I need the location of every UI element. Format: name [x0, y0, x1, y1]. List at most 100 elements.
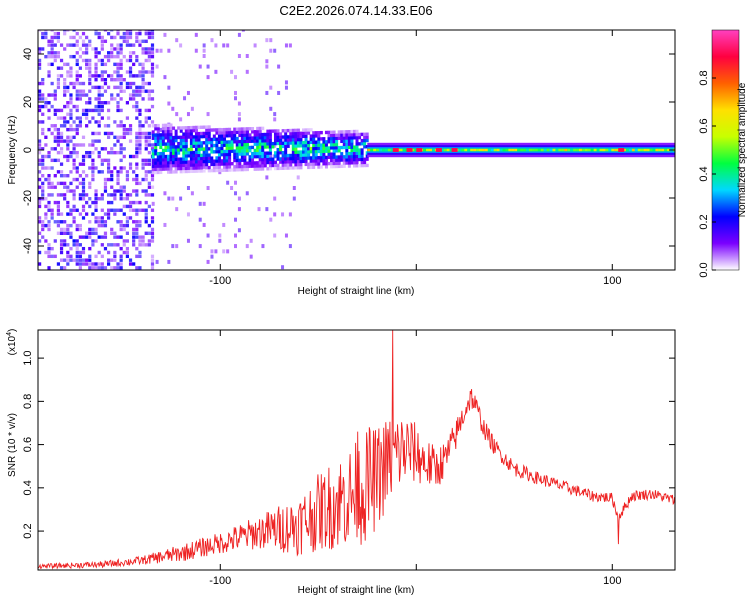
heat-cell — [161, 158, 165, 162]
heat-cell — [214, 249, 218, 254]
heat-cell — [277, 64, 281, 69]
heat-cell — [342, 145, 346, 150]
heat-cell — [314, 146, 318, 151]
heat-cell — [294, 128, 298, 133]
heat-cell — [128, 258, 133, 262]
heat-cell — [85, 262, 89, 266]
heat-cell — [235, 152, 239, 156]
heat-cell — [50, 147, 54, 151]
heat-cell — [352, 136, 356, 140]
heat-cell — [631, 148, 635, 152]
heat-cell — [256, 151, 260, 156]
heat-cell — [44, 204, 48, 209]
heat-cell — [151, 158, 155, 162]
heat-cell — [286, 166, 290, 170]
colorbar-ticks: 0.00.20.40.60.8 — [698, 70, 716, 278]
heat-cell — [150, 62, 155, 67]
heat-cell — [184, 154, 188, 158]
heat-cell — [350, 139, 354, 143]
heat-cell — [276, 163, 280, 167]
heat-cell — [352, 129, 356, 134]
snr-x-axis: -100 100 — [209, 330, 621, 587]
heat-cell — [200, 131, 204, 136]
heat-cell — [299, 156, 303, 160]
heat-cell — [154, 133, 158, 137]
heat-cell — [125, 127, 130, 132]
heat-cell — [324, 130, 328, 135]
heat-cell — [245, 145, 249, 150]
heat-cell — [233, 136, 237, 141]
heat-cell — [63, 197, 67, 201]
heat-cell — [263, 142, 267, 146]
heat-cell — [116, 124, 120, 128]
heat-cell — [189, 150, 193, 155]
heat-cell — [335, 158, 339, 162]
heat-cell — [41, 193, 45, 197]
heat-cell — [106, 31, 111, 36]
heat-cell — [63, 81, 67, 86]
heat-cell — [279, 144, 283, 149]
heat-cell — [317, 131, 321, 135]
heat-cell — [88, 97, 92, 101]
heat-cell — [150, 239, 155, 243]
heat-cell — [347, 145, 351, 150]
heat-cell — [228, 165, 232, 169]
heat-cell — [128, 58, 133, 63]
heat-cell — [69, 181, 73, 186]
heat-cell — [269, 48, 273, 53]
heat-cell — [116, 101, 120, 105]
heat-cell — [47, 208, 51, 212]
heat-cell — [53, 127, 57, 132]
snr-series-line — [38, 330, 675, 570]
heat-cell — [164, 136, 168, 140]
heat-cell — [312, 149, 316, 154]
heat-cell — [81, 193, 86, 197]
heat-cell — [151, 133, 155, 137]
heat-cell — [289, 153, 293, 158]
heat-cell — [44, 97, 48, 101]
heat-cell — [44, 31, 48, 36]
heat-cell — [358, 163, 362, 168]
heat-cell — [245, 191, 249, 196]
heat-cell — [245, 139, 249, 144]
heat-cell — [147, 124, 151, 128]
heat-cell — [119, 47, 123, 51]
heat-cell — [220, 168, 224, 172]
heat-cell — [135, 200, 139, 205]
heat-cell — [273, 138, 277, 143]
heat-cell — [220, 128, 224, 132]
heat-cell — [150, 266, 155, 270]
heat-cell — [138, 62, 142, 67]
heat-cell — [66, 262, 70, 266]
heat-cell — [302, 144, 306, 148]
heat-cell — [128, 54, 133, 59]
heat-cell — [135, 189, 139, 193]
heat-cell — [340, 136, 344, 140]
heat-cell — [81, 108, 86, 113]
heat-cell — [309, 159, 313, 163]
heat-cell — [147, 89, 151, 93]
heat-cell — [266, 129, 270, 134]
heat-cell — [132, 51, 136, 55]
heat-cell — [169, 139, 173, 143]
heat-cell — [332, 133, 336, 138]
heat-cell — [263, 160, 267, 165]
heat-cell — [223, 140, 227, 144]
heat-cell — [116, 78, 120, 82]
heat-cell — [251, 136, 255, 140]
heat-cell — [50, 166, 54, 170]
heat-cell — [116, 31, 120, 36]
heat-cell — [347, 151, 351, 156]
heat-cell — [514, 148, 518, 152]
heat-cell — [330, 139, 334, 144]
heat-cell — [411, 148, 415, 152]
heat-cell — [291, 153, 295, 158]
heat-cell — [81, 189, 86, 193]
heat-cell — [125, 31, 130, 36]
heat-cell — [53, 54, 57, 59]
heat-cell — [166, 164, 170, 168]
heat-cell — [53, 124, 57, 128]
heat-cell — [245, 167, 249, 172]
heat-cell — [141, 97, 145, 101]
heat-hotspot — [451, 148, 458, 152]
